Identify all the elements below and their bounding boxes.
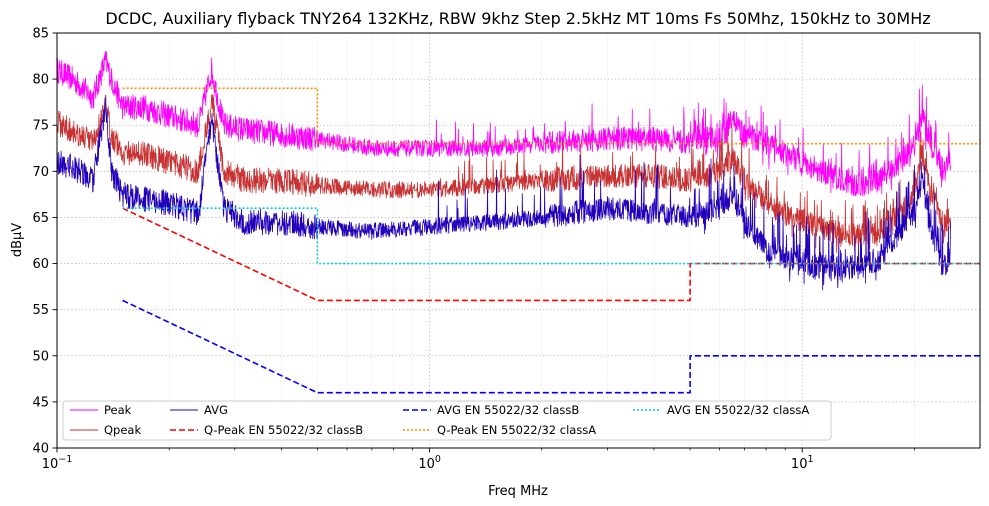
series-line-qpeak xyxy=(56,94,951,253)
y-tick-label: 60 xyxy=(32,257,49,272)
y-tick-label: 40 xyxy=(32,442,49,457)
series-line-peak xyxy=(56,50,951,197)
y-tick-label: 50 xyxy=(32,349,49,364)
y-tick-label: 45 xyxy=(32,395,49,410)
y-tick-label: 80 xyxy=(32,73,49,88)
y-tick-label: 75 xyxy=(32,119,49,134)
plot-frame xyxy=(56,32,981,449)
series-line-avg-en-55022-32-classb xyxy=(122,299,980,394)
legend-label: AVG EN 55022/32 classA xyxy=(667,403,809,417)
series-group xyxy=(56,50,980,394)
series-line-q-peak-en-55022-32-classa xyxy=(122,87,980,145)
y-tick-label: 65 xyxy=(32,211,49,226)
y-tick-label: 85 xyxy=(32,27,49,42)
x-tick-label: 101 xyxy=(791,454,814,472)
y-tick-label: 70 xyxy=(32,165,49,180)
y-tick-label: 55 xyxy=(32,303,49,318)
y-axis-title: dBµV xyxy=(10,223,25,257)
x-axis-title: Freq MHz xyxy=(488,484,548,499)
legend: Peak Qpeak AVG Q-Peak EN 55022/32 classB AVG… xyxy=(62,400,832,441)
series-line-avg xyxy=(56,97,951,291)
legend-label: Qpeak xyxy=(104,423,141,437)
series-line-avg-en-55022-32-classa xyxy=(122,207,980,265)
series-line-q-peak-en-55022-32-classb xyxy=(122,207,980,302)
axes: 10−1 100 101 40 45 50 55 60 65 70 75 80 85 xyxy=(32,27,915,472)
legend-label: AVG xyxy=(204,403,228,417)
chart-title: DCDC, Auxiliary flyback TNY264 132KHz, R… xyxy=(105,9,930,28)
legend-label: Peak xyxy=(104,403,132,417)
legend-label: Q-Peak EN 55022/32 classB xyxy=(204,423,363,437)
legend-label: Q-Peak EN 55022/32 classA xyxy=(437,423,596,437)
x-tick-label: 100 xyxy=(418,454,441,472)
legend-label: AVG EN 55022/32 classB xyxy=(437,403,579,417)
x-tick-label: 10−1 xyxy=(42,454,73,472)
